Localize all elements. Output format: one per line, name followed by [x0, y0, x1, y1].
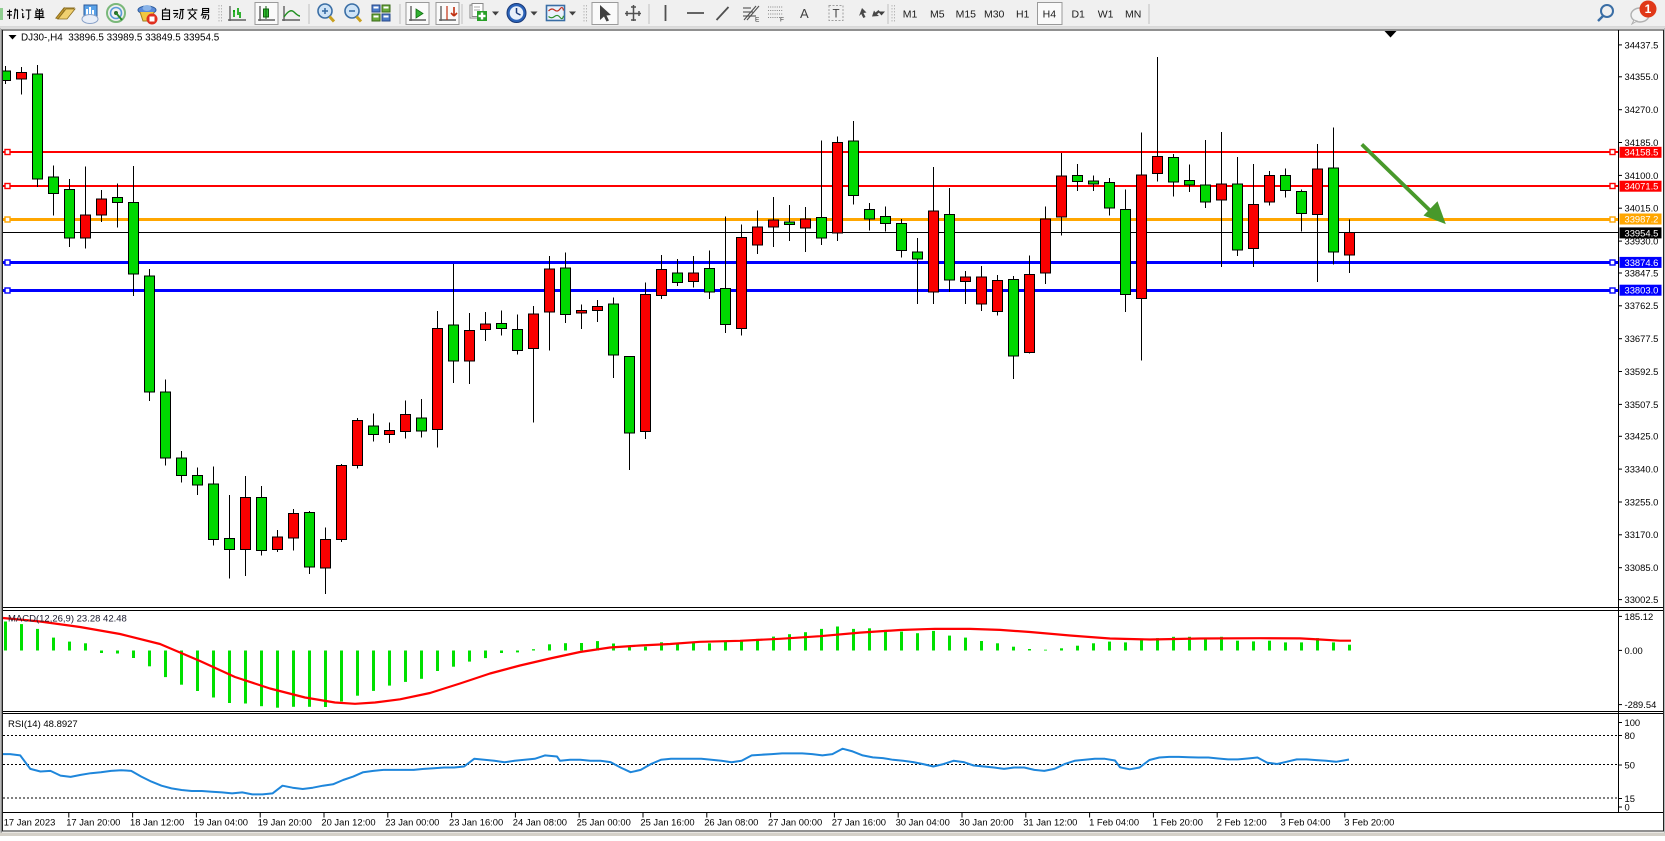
svg-text:34185.0: 34185.0	[1625, 137, 1659, 148]
svg-text:A: A	[800, 6, 809, 21]
svg-text:33874.6: 33874.6	[1625, 257, 1659, 268]
svg-text:-289.54: -289.54	[1625, 699, 1657, 710]
svg-text:34015.0: 34015.0	[1625, 203, 1659, 214]
svg-text:33954.5: 33954.5	[1625, 227, 1659, 238]
svg-text:DJ30-,H4 33896.5 33989.5 3384: DJ30-,H4 33896.5 33989.5 33849.5 33954.5	[21, 33, 220, 44]
svg-text:185.12: 185.12	[1625, 611, 1654, 622]
svg-text:33085.0: 33085.0	[1625, 562, 1659, 573]
svg-text:H4: H4	[1043, 9, 1057, 21]
svg-text:34158.5: 34158.5	[1625, 147, 1659, 158]
svg-text:33762.5: 33762.5	[1625, 300, 1659, 311]
svg-text:25 Jan 00:00: 25 Jan 00:00	[577, 817, 631, 828]
svg-text:H1: H1	[1016, 9, 1030, 21]
svg-text:34270.0: 34270.0	[1625, 104, 1659, 115]
svg-text:33677.5: 33677.5	[1625, 333, 1659, 344]
svg-text:33340.0: 33340.0	[1625, 464, 1659, 475]
svg-text:MN: MN	[1125, 9, 1141, 21]
svg-text:33507.5: 33507.5	[1625, 399, 1659, 410]
svg-text:3 Feb 04:00: 3 Feb 04:00	[1280, 817, 1330, 828]
svg-text:33803.0: 33803.0	[1625, 285, 1659, 296]
svg-text:33170.0: 33170.0	[1625, 529, 1659, 540]
svg-text:18 Jan 12:00: 18 Jan 12:00	[130, 817, 184, 828]
svg-text:34355.0: 34355.0	[1625, 71, 1659, 82]
svg-text:M30: M30	[984, 9, 1005, 21]
svg-text:33987.2: 33987.2	[1625, 213, 1659, 224]
svg-text:23 Jan 00:00: 23 Jan 00:00	[385, 817, 439, 828]
svg-text:1: 1	[1645, 2, 1652, 16]
svg-text:33847.5: 33847.5	[1625, 267, 1659, 278]
svg-text:17 Jan 20:00: 17 Jan 20:00	[66, 817, 120, 828]
svg-text:33002.5: 33002.5	[1625, 594, 1659, 605]
svg-text:3 Feb 20:00: 3 Feb 20:00	[1344, 817, 1394, 828]
svg-text:20 Jan 12:00: 20 Jan 12:00	[321, 817, 375, 828]
svg-text:33592.5: 33592.5	[1625, 366, 1659, 377]
svg-text:30 Jan 04:00: 30 Jan 04:00	[896, 817, 950, 828]
svg-text:30 Jan 20:00: 30 Jan 20:00	[959, 817, 1013, 828]
svg-text:F: F	[780, 17, 784, 24]
svg-text:0.00: 0.00	[1625, 645, 1643, 656]
svg-text:34437.5: 34437.5	[1625, 39, 1659, 50]
svg-text:M1: M1	[903, 9, 918, 21]
svg-text:31 Jan 12:00: 31 Jan 12:00	[1023, 817, 1077, 828]
svg-text:33930.0: 33930.0	[1625, 236, 1659, 247]
svg-text:19 Jan 04:00: 19 Jan 04:00	[194, 817, 248, 828]
svg-text:33255.0: 33255.0	[1625, 496, 1659, 507]
svg-text:MACD(12,26,9) 23.28 42.48: MACD(12,26,9) 23.28 42.48	[8, 614, 127, 625]
svg-text:27 Jan 00:00: 27 Jan 00:00	[768, 817, 822, 828]
svg-text:M5: M5	[930, 9, 945, 21]
svg-text:W1: W1	[1098, 9, 1114, 21]
svg-text:D1: D1	[1071, 9, 1085, 21]
svg-text:23 Jan 16:00: 23 Jan 16:00	[449, 817, 503, 828]
svg-text:1 Feb 04:00: 1 Feb 04:00	[1089, 817, 1139, 828]
svg-text:15: 15	[1625, 793, 1635, 804]
svg-text:100: 100	[1625, 717, 1641, 728]
svg-text:27 Jan 16:00: 27 Jan 16:00	[832, 817, 886, 828]
svg-text:24 Jan 08:00: 24 Jan 08:00	[513, 817, 567, 828]
svg-text:T: T	[833, 9, 840, 21]
svg-text:0: 0	[1625, 801, 1630, 812]
svg-text:E: E	[755, 17, 760, 24]
svg-text:19 Jan 20:00: 19 Jan 20:00	[258, 817, 312, 828]
svg-text:34100.0: 34100.0	[1625, 170, 1659, 181]
svg-text:2 Feb 12:00: 2 Feb 12:00	[1217, 817, 1267, 828]
svg-text:34071.5: 34071.5	[1625, 181, 1659, 192]
svg-text:50: 50	[1625, 759, 1635, 770]
svg-text:M15: M15	[956, 9, 977, 21]
svg-text:17 Jan 2023: 17 Jan 2023	[4, 817, 56, 828]
svg-text:33425.0: 33425.0	[1625, 431, 1659, 442]
svg-text:26 Jan 08:00: 26 Jan 08:00	[704, 817, 758, 828]
svg-text:25 Jan 16:00: 25 Jan 16:00	[640, 817, 694, 828]
svg-text:RSI(14) 48.8927: RSI(14) 48.8927	[8, 719, 78, 730]
svg-text:1 Feb 20:00: 1 Feb 20:00	[1153, 817, 1203, 828]
svg-text:80: 80	[1625, 730, 1635, 741]
